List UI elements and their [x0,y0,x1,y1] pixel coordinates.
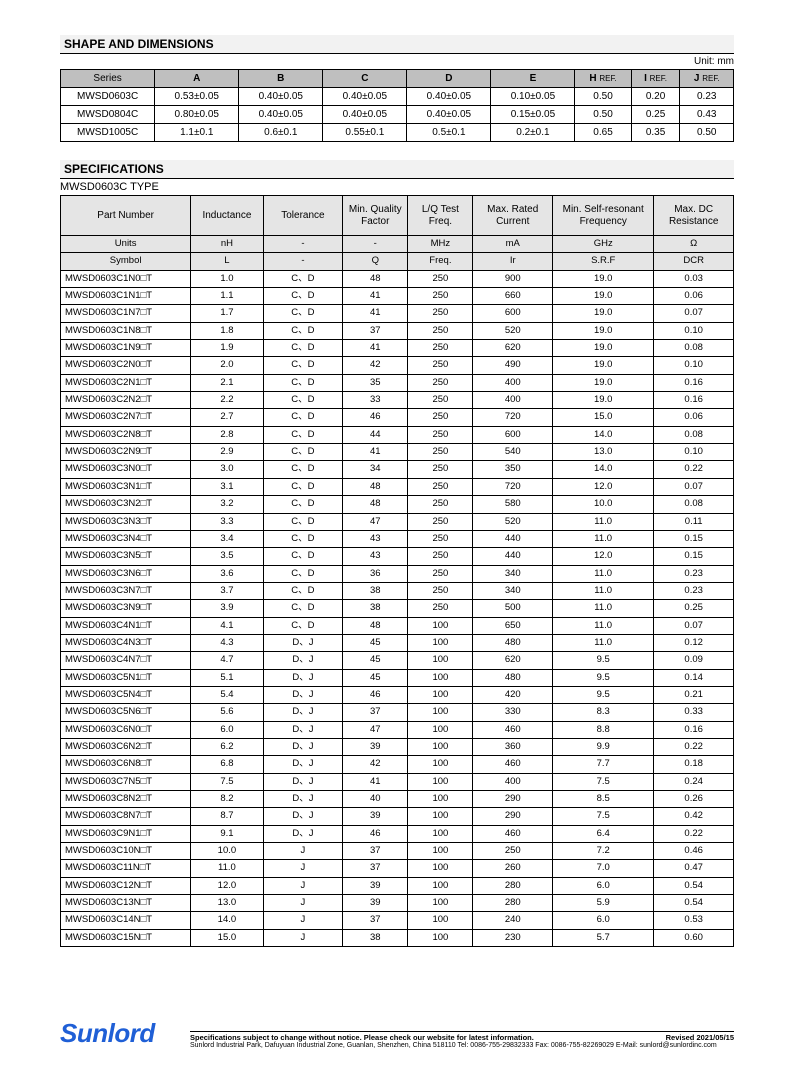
spec-header-cell: Max. DC Resistance [654,196,734,236]
spec-header-cell: Min. Self-resonant Frequency [553,196,654,236]
table-row: MWSD0603C9N1□T9.1D、J461004606.40.22 [61,825,734,842]
spec-subtitle: MWSD0603C TYPE [60,181,734,193]
dim-header: Series [61,70,155,88]
table-row: MWSD0603C2N1□T2.1C、D3525040019.00.16 [61,374,734,391]
table-row: MWSD0603C5N1□T5.1D、J451004809.50.14 [61,669,734,686]
table-row: MWSD0603C3N1□T3.1C、D4825072012.00.07 [61,478,734,495]
spec-header-cell: - [343,236,408,253]
table-row: MWSD0603C3N6□T3.6C、D3625034011.00.23 [61,565,734,582]
spec-header-cell: Q [343,253,408,270]
table-row: MWSD0603C13N□T13.0J391002805.90.54 [61,895,734,912]
table-row: MWSD0603C4N1□T4.1C、D4810065011.00.07 [61,617,734,634]
dim-header: E [491,70,575,88]
spec-header-cell: Ω [654,236,734,253]
table-row: MWSD0603C1N9□T1.9C、D4125062019.00.08 [61,340,734,357]
footer-revised: Revised 2021/05/15 [666,1033,734,1042]
table-row: MWSD0603C2N9□T2.9C、D4125054013.00.10 [61,444,734,461]
unit-label: Unit: mm [60,56,734,67]
company-logo: Sunlord [60,1018,161,1049]
table-row: MWSD0603C15N□T15.0J381002305.70.60 [61,929,734,946]
table-row: MWSD0603C11N□T11.0J371002607.00.47 [61,860,734,877]
spec-header-cell: - [263,236,343,253]
spec-header-cell: GHz [553,236,654,253]
table-row: MWSD0603C8N7□T8.7D、J391002907.50.42 [61,808,734,825]
spec-header-cell: Symbol [61,253,191,270]
table-row: MWSD0603C4N3□T4.3D、J4510048011.00.12 [61,634,734,651]
spec-table: Part NumberInductanceToleranceMin. Quali… [60,195,734,947]
spec-header-cell: L/Q Test Freq. [408,196,473,236]
table-row: MWSD0603C2N7□T2.7C、D4625072015.00.06 [61,409,734,426]
dim-header: C [323,70,407,88]
dim-header: B [239,70,323,88]
spec-header-cell: mA [473,236,553,253]
table-row: MWSD0603C6N8□T6.8D、J421004607.70.18 [61,756,734,773]
spec-header-cell: Part Number [61,196,191,236]
table-row: MWSD0603C3N5□T3.5C、D4325044012.00.15 [61,548,734,565]
page-footer: Specifications subject to change without… [60,1031,734,1049]
dim-header: H REF. [575,70,631,88]
table-row: MWSD0603C2N8□T2.8C、D4425060014.00.08 [61,426,734,443]
dim-header: A [155,70,239,88]
table-row: MWSD0603C3N9□T3.9C、D3825050011.00.25 [61,600,734,617]
table-row: MWSD0603C6N0□T6.0D、J471004608.80.16 [61,721,734,738]
table-row: MWSD0603C2N2□T2.2C、D3325040019.00.16 [61,392,734,409]
spec-header-cell: Tolerance [263,196,343,236]
table-row: MWSD1005C1.1±0.10.6±0.10.55±0.10.5±0.10.… [61,124,734,142]
table-row: MWSD0603C1N8□T1.8C、D3725052019.00.10 [61,322,734,339]
spec-header-cell: Units [61,236,191,253]
footer-note: Specifications subject to change without… [190,1033,534,1042]
table-row: MWSD0603C0.53±0.050.40±0.050.40±0.050.40… [61,88,734,106]
table-row: MWSD0603C5N6□T5.6D、J371003308.30.33 [61,704,734,721]
spec-header-cell: DCR [654,253,734,270]
table-row: MWSD0603C2N0□T2.0C、D4225049019.00.10 [61,357,734,374]
dim-header: J REF. [680,70,734,88]
table-row: MWSD0603C10N□T10.0J371002507.20.46 [61,843,734,860]
table-row: MWSD0603C8N2□T8.2D、J401002908.50.26 [61,791,734,808]
table-row: MWSD0804C0.80±0.050.40±0.050.40±0.050.40… [61,106,734,124]
spec-header-cell: nH [191,236,263,253]
table-row: MWSD0603C14N□T14.0J371002406.00.53 [61,912,734,929]
spec-header-cell: Ir [473,253,553,270]
table-row: MWSD0603C1N1□T1.1C、D4125066019.00.06 [61,288,734,305]
spec-header-cell: Max. Rated Current [473,196,553,236]
table-row: MWSD0603C6N2□T6.2D、J391003609.90.22 [61,738,734,755]
table-row: MWSD0603C3N4□T3.4C、D4325044011.00.15 [61,530,734,547]
spec-header-cell: Freq. [408,253,473,270]
spec-header-cell: MHz [408,236,473,253]
table-row: MWSD0603C1N7□T1.7C、D4125060019.00.07 [61,305,734,322]
spec-title: SPECIFICATIONS [60,160,734,179]
dim-header: D [407,70,491,88]
footer-address: Sunlord Industrial Park, Dafuyuan Indust… [190,1042,734,1049]
spec-header-cell: Min. Quality Factor [343,196,408,236]
table-row: MWSD0603C3N3□T3.3C、D4725052011.00.11 [61,513,734,530]
shape-title: SHAPE AND DIMENSIONS [60,35,734,54]
table-row: MWSD0603C3N2□T3.2C、D4825058010.00.08 [61,496,734,513]
table-row: MWSD0603C3N7□T3.7C、D3825034011.00.23 [61,582,734,599]
spec-header-cell: S.R.F [553,253,654,270]
dim-header: I REF. [631,70,680,88]
table-row: MWSD0603C1N0□T1.0C、D4825090019.00.03 [61,270,734,287]
dimensions-table: SeriesABCDEH REF.I REF.J REF. MWSD0603C0… [60,69,734,142]
spec-header-cell: Inductance [191,196,263,236]
table-row: MWSD0603C4N7□T4.7D、J451006209.50.09 [61,652,734,669]
table-row: MWSD0603C3N0□T3.0C、D3425035014.00.22 [61,461,734,478]
spec-header-cell: L [191,253,263,270]
spec-header-cell: - [263,253,343,270]
table-row: MWSD0603C5N4□T5.4D、J461004209.50.21 [61,686,734,703]
table-row: MWSD0603C12N□T12.0J391002806.00.54 [61,877,734,894]
table-row: MWSD0603C7N5□T7.5D、J411004007.50.24 [61,773,734,790]
